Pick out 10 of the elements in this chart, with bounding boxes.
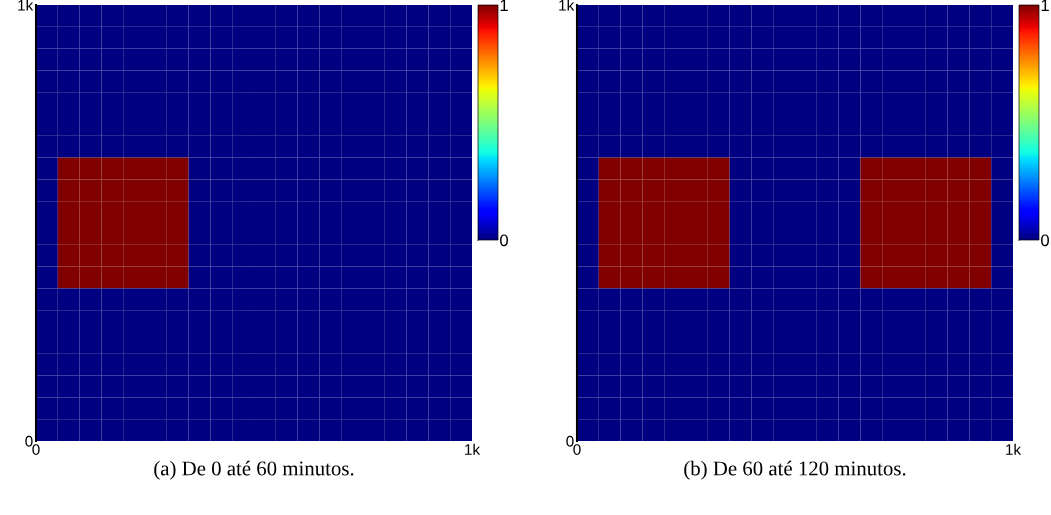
x-axis-title: (a) De 0 até 60 minutos. bbox=[154, 460, 354, 480]
x-axis-title: (b) De 60 até 120 minutos. bbox=[684, 460, 906, 480]
color-bar-label: 0 bbox=[500, 234, 509, 247]
x-tick-label: 1k bbox=[1006, 443, 1022, 455]
x-tick-label: 0 bbox=[573, 444, 581, 455]
x-tick-label: 0 bbox=[32, 444, 40, 455]
x-tick-label: 1k bbox=[465, 443, 481, 455]
color-bar-label: 1 bbox=[500, 0, 508, 12]
color-bar-label: 1 bbox=[1041, 0, 1049, 12]
color-bar-label: 0 bbox=[1041, 234, 1050, 247]
